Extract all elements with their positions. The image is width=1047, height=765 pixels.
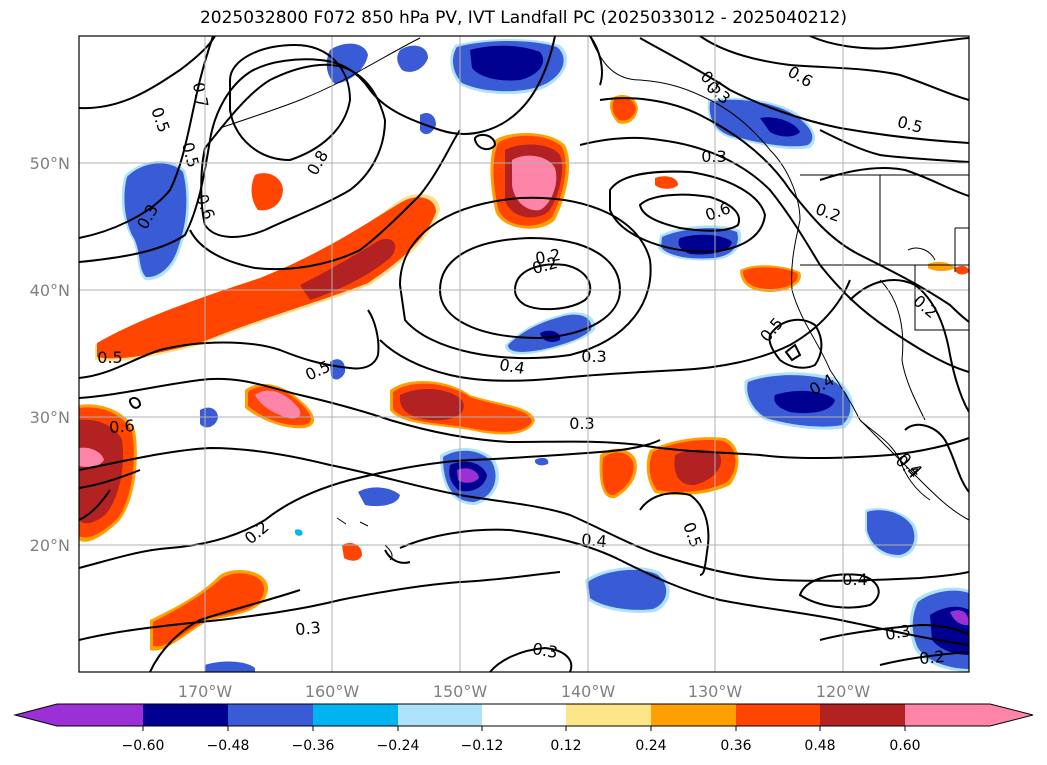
- colorbar-tick-labels: −0.60 −0.48 −0.36 −0.24 −0.12 0.12 0.24 0.36 0.4…: [122, 726, 921, 754]
- colorbar-swatch: [566, 704, 651, 726]
- colorbar-swatch: [228, 704, 313, 726]
- lat-tick-label: 20°N: [30, 536, 70, 555]
- contour-label: 0.5: [147, 105, 174, 135]
- lon-tick-label: 150°W: [433, 682, 488, 701]
- contour-label: 0.5: [756, 314, 787, 346]
- lat-tick-labels: 50°N 40°N 30°N 20°N: [30, 154, 70, 555]
- contour-label: 0.5: [302, 357, 333, 385]
- contour-label: 0.5: [178, 140, 203, 170]
- contour-label: 0.5: [97, 348, 122, 367]
- colorbar-tick-label: 0.12: [550, 738, 581, 754]
- lat-tick-label: 40°N: [30, 281, 70, 300]
- colorbar-tick-label: −0.48: [207, 738, 250, 754]
- colorbar-tick-label: 0.60: [889, 738, 920, 754]
- contour-label: 0.7: [189, 81, 212, 109]
- colorbar-swatch: [313, 704, 398, 726]
- contour-label: 0.4: [498, 355, 526, 378]
- colorbar-tick-label: −0.60: [122, 738, 165, 754]
- colorbar-swatch: [482, 704, 566, 726]
- colorbar-swatch: [736, 704, 820, 726]
- contour-label: 0.3: [294, 618, 321, 639]
- positive-pv-regions: [79, 95, 969, 651]
- map-frame: [78, 35, 970, 673]
- contour-label: 0.6: [703, 198, 733, 225]
- colorbar-tick-label: −0.24: [377, 738, 420, 754]
- colorbar-swatch: [398, 704, 482, 726]
- contour-label: 0.4: [581, 530, 608, 551]
- lon-tick-label: 140°W: [561, 682, 616, 701]
- contour-label: 0.3: [531, 639, 559, 662]
- contour-label: 0.6: [108, 416, 135, 437]
- lon-tick-label: 120°W: [816, 682, 871, 701]
- colorbar-extend-min: [15, 704, 57, 726]
- colorbar-tick-label: −0.36: [292, 738, 335, 754]
- colorbar-tick-label: 0.24: [635, 738, 666, 754]
- colorbar-swatch: [820, 704, 905, 726]
- map-title: 2025032800 F072 850 hPa PV, IVT Landfall…: [199, 8, 847, 28]
- colorbar-extend-max: [990, 704, 1033, 726]
- lat-tick-label: 30°N: [30, 408, 70, 427]
- colorbar-outline: [13, 703, 1034, 727]
- coastlines: [219, 36, 969, 561]
- lat-tick-label: 50°N: [30, 154, 70, 173]
- contour-label: 0.2: [241, 517, 273, 548]
- colorbar-swatch: [905, 704, 990, 726]
- contour-label: 0.2: [918, 647, 945, 668]
- colorbar-swatches: [15, 704, 1033, 726]
- contour-label: 0.5: [895, 112, 925, 137]
- colorbar-swatch: [57, 704, 143, 726]
- colorbar-swatch: [651, 704, 736, 726]
- map-panel: 0.70.50.50.60.30.80.5 0.60.50.20.20.20.4 0…: [79, 36, 969, 672]
- colorbar-tick-label: 0.48: [804, 738, 835, 754]
- colorbar-tick-label: −0.12: [461, 738, 504, 754]
- contour-label: 0.3: [701, 147, 726, 166]
- colorbar-swatch: [143, 704, 228, 726]
- colorbar: −0.60 −0.48 −0.36 −0.24 −0.12 0.12 0.24 0.36 0.4…: [13, 703, 1034, 754]
- contour-label: 0.4: [842, 570, 867, 589]
- lon-tick-label: 130°W: [688, 682, 743, 701]
- lon-tick-label: 160°W: [305, 682, 360, 701]
- contour-label: 0.2: [534, 245, 562, 268]
- colorbar-tick-label: 0.36: [720, 738, 751, 754]
- contour-label: 0.3: [884, 621, 912, 644]
- map-gridlines: [79, 36, 969, 672]
- contour-label: 0.3: [581, 347, 606, 366]
- lon-tick-label: 170°W: [178, 682, 233, 701]
- ivt-contours: [79, 36, 969, 672]
- lon-tick-labels: 170°W 160°W 150°W 140°W 130°W 120°W: [178, 682, 871, 701]
